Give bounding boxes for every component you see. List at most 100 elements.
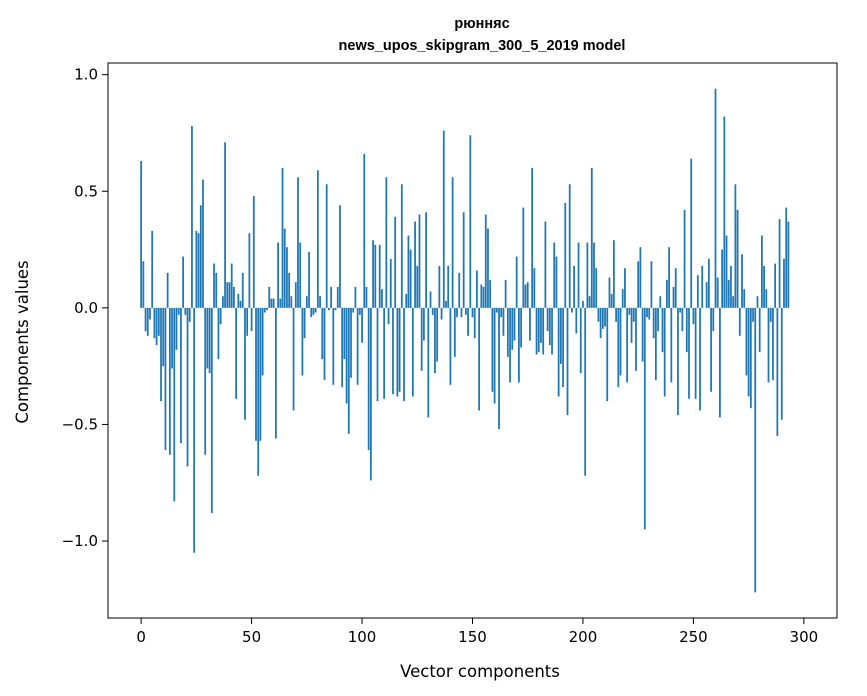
bar-233 [654,307,657,381]
bar-252 [696,275,699,308]
bar-189 [557,307,560,397]
bar-45 [239,300,242,308]
bar-10 [162,307,165,367]
bar-1 [142,261,145,308]
bar-31 [208,307,211,374]
bar-35 [217,307,220,360]
bar-256 [705,282,708,308]
bar-87 [332,307,335,385]
bar-196 [573,265,575,308]
bar-263 [721,249,724,308]
bar-139 [447,265,450,308]
bar-97 [354,286,357,308]
bar-30 [206,307,209,369]
bar-215 [615,307,617,322]
bar-253 [699,307,701,411]
bar-212 [608,277,611,308]
x-axis-ticks: 0 50 100 150 200 250 300 [136,618,818,646]
bar-155 [482,286,485,308]
bar-257 [707,258,710,308]
bar-22 [188,307,191,322]
bar-244 [679,307,682,313]
bar-114 [392,307,394,395]
y-tick-label: −1.0 [62,532,98,550]
bar-287 [774,263,777,308]
bar-265 [725,235,728,308]
bar-134 [436,307,439,362]
bar-277 [752,307,754,322]
bar-102 [365,286,368,308]
bar-266 [727,279,730,308]
bar-240 [670,307,673,383]
bar-235 [659,296,662,308]
bar-64 [281,167,284,308]
bar-88 [334,307,337,311]
bar-210 [604,307,606,327]
chart-title-line1: рюнняс [454,16,509,32]
bar-239 [668,247,670,308]
y-tick-label: 0.5 [74,182,98,200]
x-tick-label: 150 [458,628,487,646]
bar-8 [157,307,160,336]
bar-84 [325,184,328,308]
bar-131 [429,291,432,308]
bar-289 [778,219,781,308]
bar-208 [599,307,602,339]
bar-176 [529,307,531,341]
bar-57 [266,307,268,311]
bar-95 [350,307,352,378]
y-tick-label: 1.0 [74,66,98,84]
bar-71 [297,177,299,308]
bar-85 [328,307,330,311]
bar-222 [630,307,633,343]
bar-264 [723,116,726,308]
bar-82 [321,307,324,360]
bar-34 [215,272,218,308]
bar-32 [210,307,213,514]
bar-58 [268,286,271,308]
bar-55 [261,307,264,376]
bar-115 [394,216,397,308]
bar-291 [783,258,785,308]
bar-17 [177,307,180,315]
bar-14 [171,307,173,369]
bar-276 [749,307,752,409]
bar-66 [286,247,288,308]
bar-219 [624,268,626,308]
bar-241 [672,286,675,308]
bar-2 [144,307,147,332]
bar-158 [489,279,492,308]
bar-109 [381,289,383,308]
bar-204 [590,167,593,308]
x-tick-label: 200 [569,628,598,646]
bar-140 [449,307,452,385]
bar-106 [374,244,377,308]
bar-193 [566,307,569,416]
bar-181 [540,307,542,343]
bar-173 [522,207,525,308]
bar-117 [398,307,401,392]
bar-49 [248,233,251,308]
bar-206 [595,268,598,308]
bar-79 [314,307,317,313]
bar-4 [149,307,151,320]
bar-197 [575,307,578,334]
bar-242 [674,268,677,308]
bar-149 [469,135,472,308]
bar-108 [378,244,381,308]
bar-200 [582,300,584,308]
bar-100 [361,307,363,343]
bar-120 [405,293,408,308]
bar-7 [155,307,158,346]
bar-221 [628,307,631,315]
y-tick-label: 0.0 [74,299,98,317]
bar-293 [787,221,790,308]
bar-33 [213,263,215,308]
bar-61 [275,307,277,439]
bar-231 [650,261,653,308]
bar-47 [244,307,246,420]
bar-29 [204,307,207,455]
bar-285 [769,307,772,322]
bar-194 [568,184,571,308]
